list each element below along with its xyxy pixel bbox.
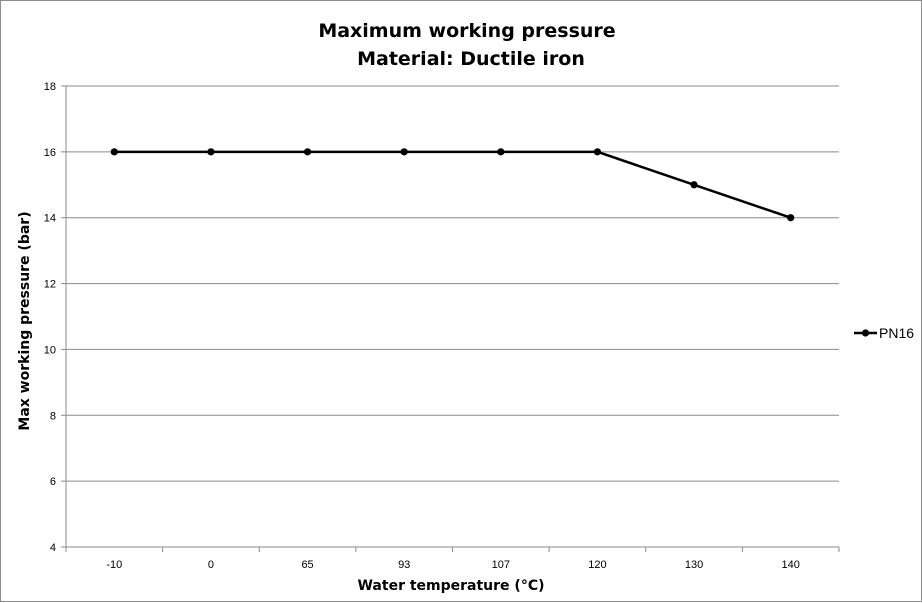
data-point (207, 148, 215, 156)
legend: PN16 (854, 325, 914, 341)
y-tick-label: 12 (44, 279, 56, 291)
legend-marker (861, 329, 870, 337)
data-point (593, 148, 602, 156)
y-axis-title: Max working pressure (bar) (17, 211, 33, 430)
y-tick-label: 4 (50, 542, 56, 554)
x-tick-label: 0 (208, 559, 214, 571)
x-tick-label: 140 (782, 559, 800, 571)
chart-title: Maximum working pressure (318, 20, 615, 42)
x-tick-label: -10 (106, 559, 122, 571)
data-point (400, 148, 408, 156)
x-tick-label: 120 (588, 559, 606, 571)
data-point (787, 214, 795, 222)
x-axis-title: Water temperature (°C) (357, 578, 544, 594)
data-point (303, 148, 312, 156)
x-tick-label: 107 (492, 559, 510, 571)
axes (61, 85, 840, 552)
data-point (690, 181, 698, 189)
y-tick-label: 18 (44, 81, 56, 93)
series-line (114, 150, 792, 219)
series-layer (110, 148, 795, 222)
y-tick-label: 16 (44, 147, 56, 159)
y-tick-label: 10 (44, 344, 56, 356)
y-tick-label: 14 (44, 213, 56, 225)
x-tick-label: 130 (685, 559, 703, 571)
chart-subtitle: Material: Ductile iron (357, 48, 585, 70)
gridlines (66, 85, 839, 482)
x-tick-label: 93 (398, 559, 410, 571)
y-tick-label: 6 (50, 476, 56, 488)
y-tick-label: 8 (50, 410, 56, 422)
data-point (497, 148, 505, 156)
data-point (110, 148, 118, 156)
legend-label: PN16 (879, 325, 914, 341)
tick-labels: 4 6 8 10 12 14 16 18 -10 0 65 93 107 120 130 140 (44, 81, 800, 571)
x-tick-label: 65 (301, 559, 313, 571)
